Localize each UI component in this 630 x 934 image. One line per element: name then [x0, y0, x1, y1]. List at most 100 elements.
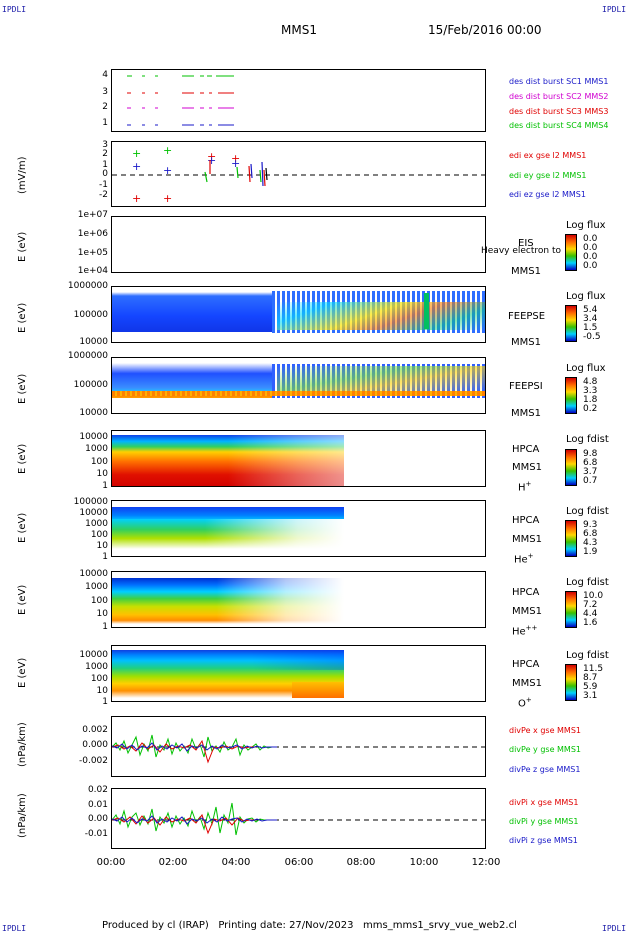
cb-tick: 4.8	[583, 377, 598, 387]
cb-tick: 3.4	[583, 314, 598, 324]
ytick: 10000	[79, 337, 108, 347]
cb-tick: 8.7	[583, 673, 598, 683]
cb-tick: 10.0	[583, 591, 604, 601]
ytick: 1000	[85, 662, 108, 672]
legend-burst-sc1: des dist burst SC1 MMS1	[509, 77, 609, 86]
ytick: 1e+06	[77, 229, 108, 239]
svg-text:+: +	[163, 164, 172, 177]
ytick: 1000	[85, 444, 108, 454]
ytick: 100000	[73, 497, 108, 507]
panel-hpca-h	[111, 430, 486, 487]
date-title: 15/Feb/2016 00:00	[428, 23, 542, 37]
ytick: 0.02	[87, 785, 108, 795]
ytick: 10000	[79, 432, 108, 442]
ytick: -1	[99, 180, 108, 190]
legend-burst-sc3: des dist burst SC3 MMS3	[509, 107, 609, 116]
divpe-z-trace	[112, 742, 277, 752]
feepsi-label: FEEPSI	[509, 381, 543, 392]
ytick: 0.002	[82, 725, 108, 735]
corner-label-tl: IPDLI	[2, 5, 27, 14]
cb-tick: 9.8	[583, 449, 598, 459]
svg-text:+: +	[231, 157, 240, 170]
legend-edi-ez: edi ez gse l2 MMS1	[509, 190, 586, 199]
legend-divpi-z: divPi z gse MMS1	[509, 836, 578, 845]
panel-hpca-hepp	[111, 571, 486, 628]
hpca-hepp-cb-title: Log fdist	[566, 577, 609, 588]
panel-feepse	[111, 286, 486, 343]
ylabel-hpca-h: E (eV)	[17, 443, 28, 474]
feepse-colorbar	[565, 305, 577, 342]
ytick: 10000	[79, 508, 108, 518]
cb-tick: 6.8	[583, 529, 598, 539]
ytick: 4	[102, 70, 108, 80]
ytick: 3	[102, 140, 108, 150]
cb-tick: 7.2	[583, 600, 598, 610]
ytick: 100000	[73, 310, 108, 320]
eis-sc: MMS1	[511, 266, 541, 277]
ytick: 0.000	[82, 740, 108, 750]
divpi-x-trace	[112, 813, 256, 835]
xtick-0400: 04:00	[221, 857, 251, 868]
legend-divpe-x: divPe x gse MMS1	[509, 726, 581, 735]
svg-text:+: +	[207, 150, 216, 163]
divpi-plot	[112, 802, 485, 836]
xtick-0800: 08:00	[346, 857, 376, 868]
ytick: 10	[96, 541, 108, 551]
ytick: 100	[90, 457, 108, 467]
hpca-hepp-colorbar	[565, 591, 577, 628]
ytick: 1e+07	[77, 210, 108, 220]
hpca-he-label: HPCA	[512, 515, 540, 526]
feepse-label: FEEPSE	[508, 311, 546, 322]
panel-eis	[111, 216, 486, 273]
svg-text:+: +	[163, 144, 172, 157]
ytick: 1e+05	[77, 248, 108, 258]
cb-tick: 0.7	[583, 476, 598, 486]
cb-tick: 6.8	[583, 458, 598, 468]
cb-tick: 5.4	[583, 305, 598, 315]
corner-label-bl: IPDLI	[2, 924, 27, 933]
cb-tick: 3.1	[583, 691, 598, 701]
ylabel-divpe: (nPa/km)	[17, 722, 28, 767]
ylabel-feepse: E (eV)	[17, 302, 28, 333]
legend-edi-ey: edi ey gse l2 MMS1	[509, 171, 587, 180]
legend-divpi-x: divPi x gse MMS1	[509, 798, 579, 807]
ylabel-hpca-he: E (eV)	[17, 512, 28, 543]
edi-plot: + + + + + + ++ ++	[112, 144, 485, 205]
feepsi-sc: MMS1	[511, 408, 541, 419]
hpca-hepp-sc: MMS1	[512, 606, 542, 617]
ytick: 0.00	[87, 814, 108, 824]
hpca-h-colorbar	[565, 449, 577, 486]
hpca-he-colorbar	[565, 520, 577, 557]
ytick: 100	[90, 530, 108, 540]
ytick: 1	[102, 552, 108, 562]
hpca-he-cb-title: Log fdist	[566, 506, 609, 517]
feepse-sc: MMS1	[511, 337, 541, 348]
ytick: -2	[99, 190, 108, 200]
ytick: 1000000	[67, 281, 108, 291]
legend-burst-sc4: des dist burst SC4 MMS4	[509, 121, 609, 130]
ytick: 0	[102, 169, 108, 179]
hpca-h-label: HPCA	[512, 444, 540, 455]
hpca-h-cb-title: Log fdist	[566, 434, 609, 445]
ylabel-edi: (mV/m)	[17, 156, 28, 195]
xtick-0000: 00:00	[96, 857, 126, 868]
cb-tick: 1.6	[583, 618, 598, 628]
ytick: 1000	[85, 519, 108, 529]
ylabel-hpca-hepp: E (eV)	[17, 584, 28, 615]
ytick: 10000	[79, 650, 108, 660]
burst-plot	[127, 75, 234, 126]
hpca-h-sc: MMS1	[512, 462, 542, 473]
spacecraft-title: MMS1	[281, 23, 317, 37]
cb-tick: 1.8	[583, 395, 598, 405]
hpca-o-label: HPCA	[512, 659, 540, 670]
footer-text: Produced by cl (IRAP) Printing date: 27/…	[102, 920, 517, 931]
feepse-cb-title: Log flux	[566, 291, 606, 302]
ytick: 1	[102, 481, 108, 491]
legend-edi-ex: edi ex gse l2 MMS1	[509, 151, 587, 160]
panel-edi: + + + + + + + + + +	[111, 141, 486, 207]
ytick: 10	[96, 469, 108, 479]
divpe-y-trace	[112, 734, 276, 758]
ytick: 3	[102, 87, 108, 97]
ylabel-hpca-o: E (eV)	[17, 657, 28, 688]
divpe-plot	[112, 734, 485, 764]
